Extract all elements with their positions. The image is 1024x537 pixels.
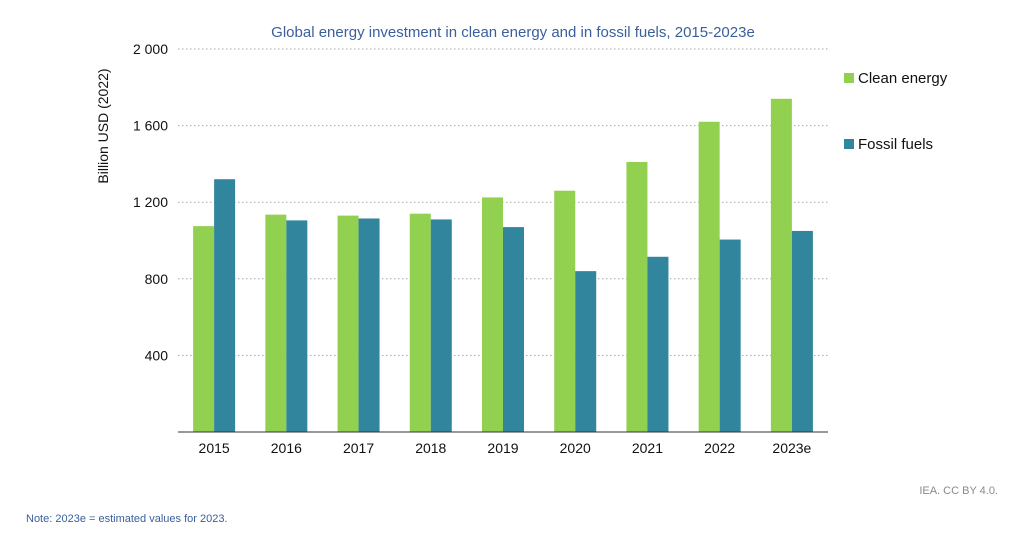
bar-clean-energy-2023e bbox=[770, 98, 792, 432]
x-tick-label: 2020 bbox=[560, 440, 591, 456]
y-tick-labels: 400 800 1 200 1 600 2 000 bbox=[133, 41, 168, 363]
x-tick-label: 2015 bbox=[199, 440, 230, 456]
bar-fossil-fuels-2023e bbox=[791, 230, 813, 432]
y-tick-label: 1 200 bbox=[133, 194, 168, 210]
bar-fossil-fuels-2022 bbox=[719, 239, 741, 432]
footnote: Note: 2023e = estimated values for 2023. bbox=[26, 513, 228, 525]
bar-fossil-fuels-2017 bbox=[358, 218, 380, 432]
legend-swatch-clean-energy bbox=[844, 73, 854, 83]
y-tick-label: 800 bbox=[145, 271, 169, 287]
bar-fossil-fuels-2020 bbox=[575, 271, 597, 432]
bar-clean-energy-2016 bbox=[265, 214, 287, 432]
source-credit: IEA. CC BY 4.0. bbox=[919, 485, 998, 497]
bar-clean-energy-2022 bbox=[698, 121, 720, 433]
bar-clean-energy-2020 bbox=[554, 190, 576, 432]
legend-swatch-fossil-fuels bbox=[844, 139, 854, 149]
bar-clean-energy-2018 bbox=[409, 213, 431, 432]
bars bbox=[193, 98, 813, 433]
y-axis-label: Billion USD (2022) bbox=[95, 68, 111, 183]
bar-fossil-fuels-2015 bbox=[214, 179, 236, 432]
bar-clean-energy-2017 bbox=[337, 215, 359, 432]
bar-clean-energy-2019 bbox=[482, 197, 503, 432]
bar-clean-energy-2021 bbox=[626, 161, 648, 433]
bar-fossil-fuels-2021 bbox=[647, 256, 669, 432]
y-tick-label: 400 bbox=[145, 347, 169, 363]
bar-fossil-fuels-2016 bbox=[286, 220, 308, 432]
x-tick-label: 2016 bbox=[271, 440, 302, 456]
x-tick-label: 2019 bbox=[487, 440, 518, 456]
x-tick-label: 2017 bbox=[343, 440, 374, 456]
x-tick-label: 2023e bbox=[772, 440, 811, 456]
x-tick-label: 2018 bbox=[415, 440, 446, 456]
chart-title: Global energy investment in clean energy… bbox=[271, 24, 755, 41]
x-tick-label: 2021 bbox=[632, 440, 663, 456]
bar-clean-energy-2015 bbox=[193, 226, 215, 432]
bar-fossil-fuels-2018 bbox=[430, 219, 452, 432]
x-tick-label: 2022 bbox=[704, 440, 735, 456]
y-tick-label: 1 600 bbox=[133, 118, 168, 134]
legend-label-fossil-fuels: Fossil fuels bbox=[858, 136, 933, 153]
legend: Clean energy Fossil fuels bbox=[844, 70, 948, 153]
y-tick-label: 2 000 bbox=[133, 41, 168, 57]
x-tick-labels: 2015 2016 2017 2018 2019 2020 2021 2022 2023e bbox=[199, 440, 812, 456]
legend-label-clean-energy: Clean energy bbox=[858, 70, 948, 87]
bar-fossil-fuels-2019 bbox=[503, 227, 524, 432]
